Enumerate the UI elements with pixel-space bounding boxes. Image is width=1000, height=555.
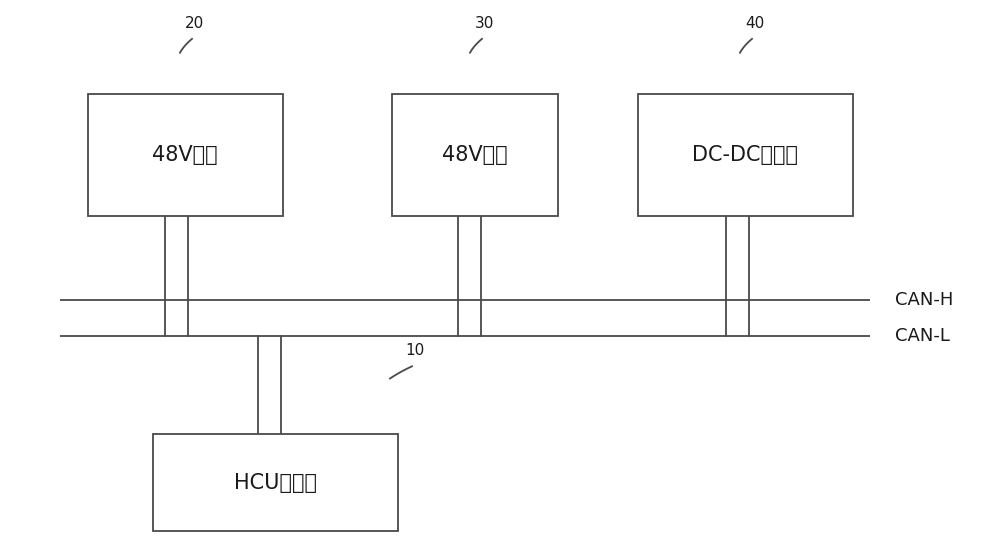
Text: 48V电池: 48V电池 <box>152 145 218 165</box>
Text: HCU控制器: HCU控制器 <box>234 473 316 493</box>
Text: 30: 30 <box>475 16 495 31</box>
Bar <box>638 94 852 216</box>
Text: DC-DC转换器: DC-DC转换器 <box>692 145 798 165</box>
Bar <box>153 434 398 532</box>
Bar <box>392 94 558 216</box>
Text: 10: 10 <box>405 343 425 358</box>
Text: 48V电机: 48V电机 <box>442 145 508 165</box>
Text: CAN-H: CAN-H <box>895 291 953 309</box>
Text: 20: 20 <box>185 16 205 31</box>
Bar <box>88 94 283 216</box>
Text: CAN-L: CAN-L <box>895 327 950 345</box>
Text: 40: 40 <box>745 16 765 31</box>
